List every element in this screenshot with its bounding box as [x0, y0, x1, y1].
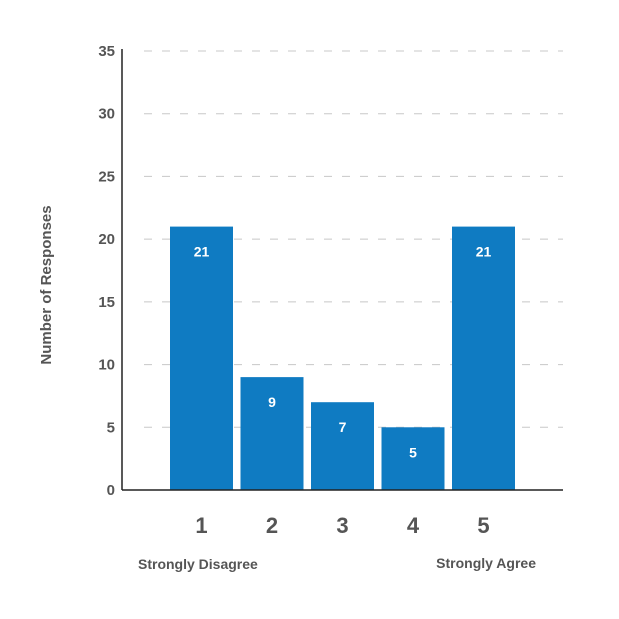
axis-layer	[121, 49, 563, 491]
bar-3	[311, 402, 374, 490]
scale-anchor-high: Strongly Agree	[436, 555, 536, 571]
scale-anchor-low: Strongly Disagree	[138, 556, 258, 572]
bar-5	[452, 226, 515, 490]
x-tick-label-5: 5	[477, 513, 489, 538]
y-tick-label-5: 5	[107, 419, 115, 436]
bar-value-label-1: 21	[194, 244, 210, 260]
bar-4	[381, 427, 445, 490]
x-tick-label-1: 1	[195, 513, 207, 538]
bar-value-label-5: 21	[476, 244, 492, 260]
bar-2	[240, 377, 304, 490]
bar-layer	[170, 226, 515, 490]
bar-1	[170, 226, 233, 490]
y-tick-label-20: 20	[98, 231, 115, 248]
y-tick-label-10: 10	[98, 357, 115, 374]
y-tick-label-0: 0	[107, 482, 115, 499]
bar-value-label-4: 5	[409, 444, 417, 460]
x-tick-label-4: 4	[407, 513, 420, 538]
y-tick-label-25: 25	[98, 168, 115, 185]
x-tick-label-2: 2	[266, 513, 278, 538]
y-axis-label: Number of Responses	[38, 205, 55, 364]
x-tick-label-3: 3	[336, 513, 348, 538]
y-tick-label-30: 30	[98, 106, 115, 123]
y-tick-label-15: 15	[98, 294, 115, 311]
y-tick-label-35: 35	[98, 43, 115, 60]
bar-value-label-2: 9	[268, 394, 276, 410]
bar-value-label-3: 7	[339, 419, 347, 435]
